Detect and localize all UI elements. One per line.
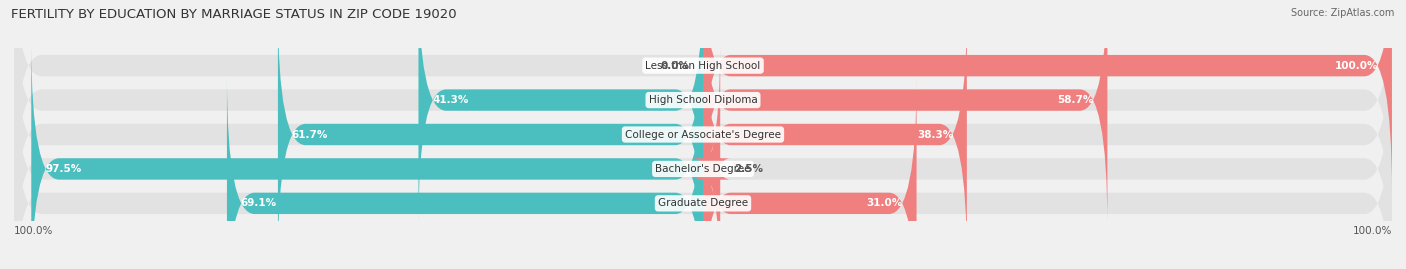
FancyBboxPatch shape <box>278 8 703 261</box>
Text: 31.0%: 31.0% <box>866 198 903 208</box>
Text: 97.5%: 97.5% <box>45 164 82 174</box>
Text: Bachelor's Degree: Bachelor's Degree <box>655 164 751 174</box>
FancyBboxPatch shape <box>703 76 917 269</box>
FancyBboxPatch shape <box>703 8 967 261</box>
Text: Source: ZipAtlas.com: Source: ZipAtlas.com <box>1291 8 1395 18</box>
Text: 69.1%: 69.1% <box>240 198 277 208</box>
Text: High School Diploma: High School Diploma <box>648 95 758 105</box>
Text: 38.3%: 38.3% <box>917 129 953 140</box>
FancyBboxPatch shape <box>419 0 703 227</box>
Text: 61.7%: 61.7% <box>291 129 328 140</box>
FancyBboxPatch shape <box>31 42 703 269</box>
FancyBboxPatch shape <box>703 0 1392 193</box>
Text: College or Associate's Degree: College or Associate's Degree <box>626 129 780 140</box>
Text: 100.0%: 100.0% <box>1334 61 1378 71</box>
FancyBboxPatch shape <box>693 42 731 269</box>
Text: 41.3%: 41.3% <box>432 95 468 105</box>
Text: 0.0%: 0.0% <box>661 61 689 71</box>
FancyBboxPatch shape <box>226 76 703 269</box>
FancyBboxPatch shape <box>14 42 1392 269</box>
FancyBboxPatch shape <box>703 0 1108 227</box>
Text: 100.0%: 100.0% <box>14 226 53 236</box>
FancyBboxPatch shape <box>14 76 1392 269</box>
Text: 58.7%: 58.7% <box>1057 95 1094 105</box>
FancyBboxPatch shape <box>14 8 1392 261</box>
FancyBboxPatch shape <box>14 0 1392 227</box>
Text: 2.5%: 2.5% <box>734 164 763 174</box>
Text: Less than High School: Less than High School <box>645 61 761 71</box>
FancyBboxPatch shape <box>14 0 1392 193</box>
Text: 100.0%: 100.0% <box>1353 226 1392 236</box>
Text: Graduate Degree: Graduate Degree <box>658 198 748 208</box>
Text: FERTILITY BY EDUCATION BY MARRIAGE STATUS IN ZIP CODE 19020: FERTILITY BY EDUCATION BY MARRIAGE STATU… <box>11 8 457 21</box>
